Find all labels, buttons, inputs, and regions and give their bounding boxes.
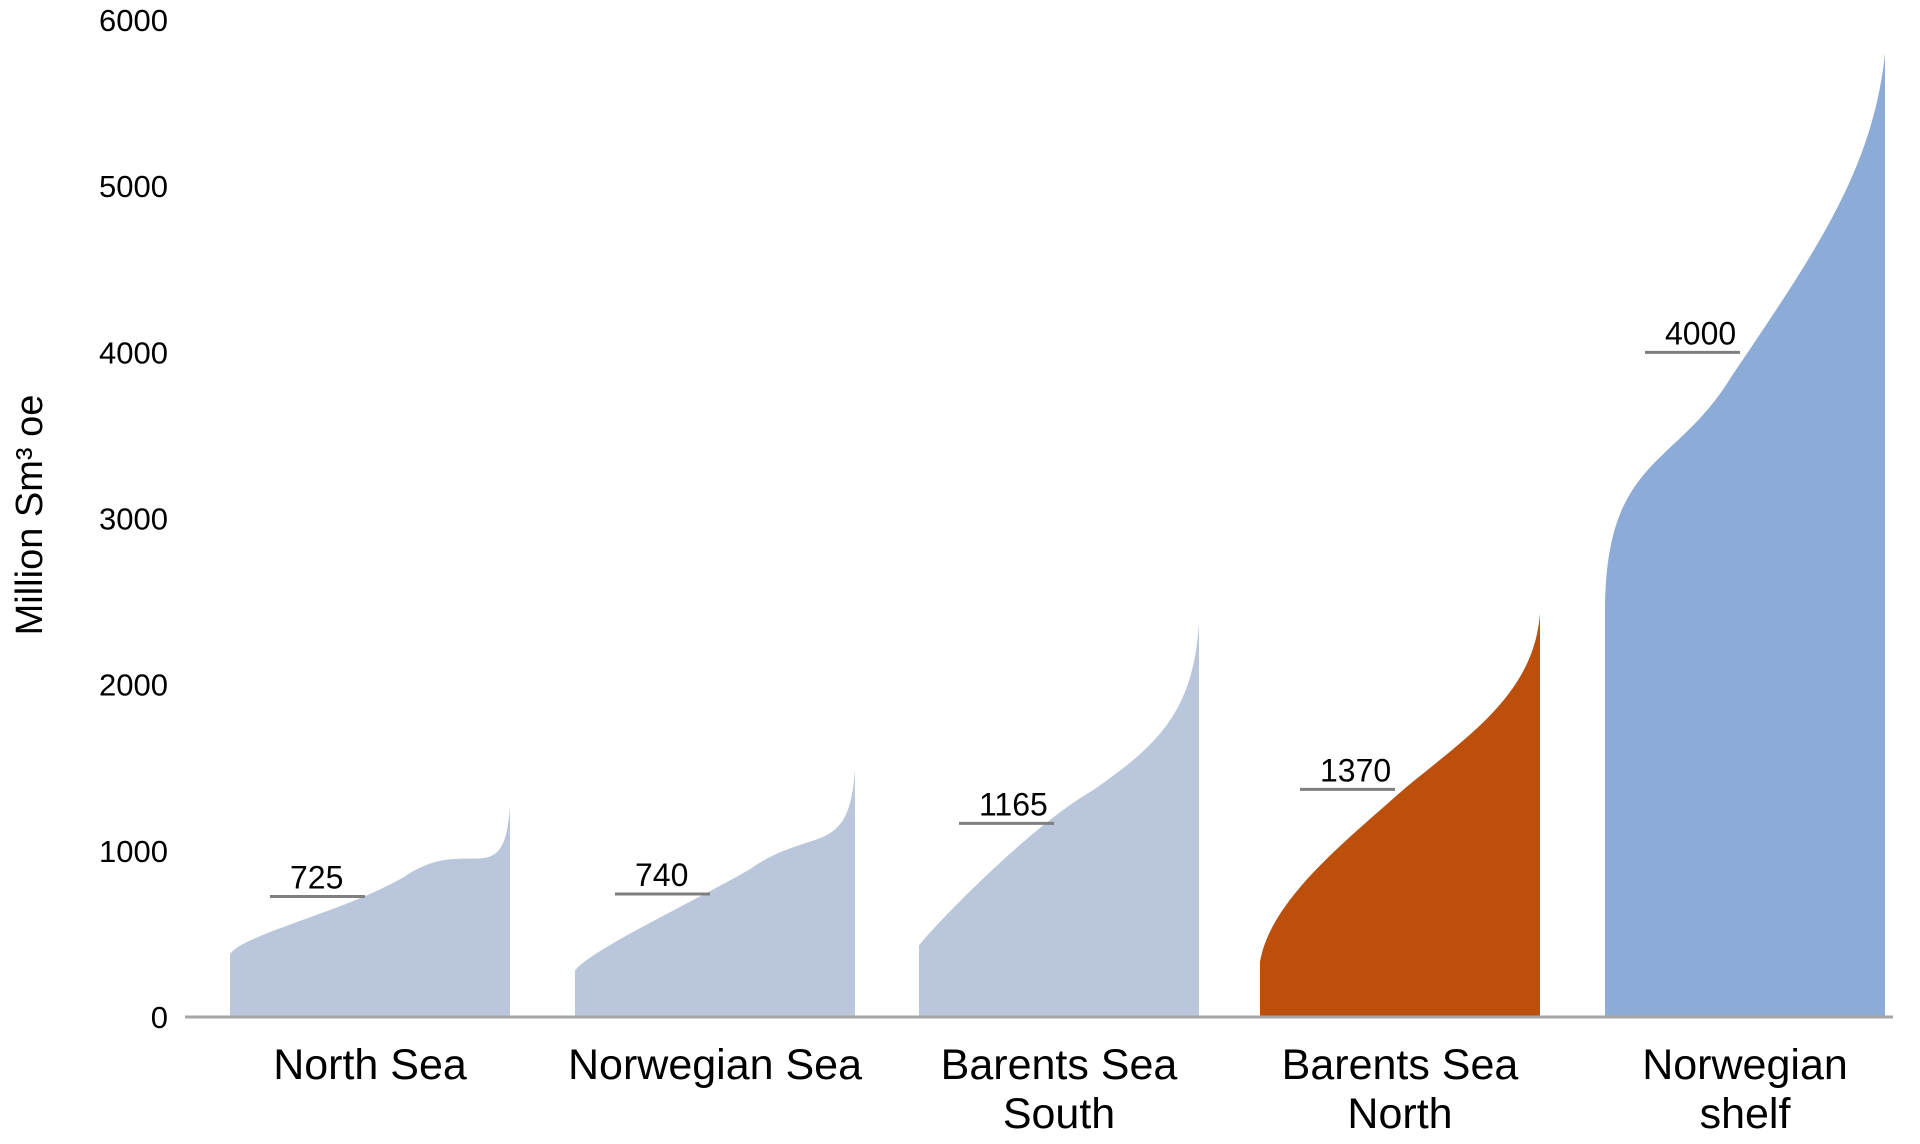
distribution-area bbox=[919, 623, 1199, 1017]
mean-value-label: 4000 bbox=[1665, 315, 1736, 351]
distribution-area bbox=[230, 805, 510, 1017]
y-axis-ticks: 0 1000 2000 3000 4000 5000 6000 bbox=[99, 3, 168, 1035]
plot-areas bbox=[230, 53, 1885, 1017]
mean-value-label: 740 bbox=[635, 857, 688, 893]
y-tick-label: 6000 bbox=[99, 3, 168, 38]
mean-value-label: 1370 bbox=[1320, 752, 1391, 788]
distribution-area bbox=[1260, 613, 1540, 1017]
mean-value-label: 1165 bbox=[979, 786, 1048, 822]
y-tick-label: 5000 bbox=[99, 169, 168, 204]
y-tick-label: 4000 bbox=[99, 335, 168, 370]
y-tick-label: 3000 bbox=[99, 502, 168, 537]
distribution-area bbox=[575, 769, 855, 1017]
y-tick-label: 0 bbox=[151, 1000, 168, 1035]
y-tick-label: 2000 bbox=[99, 668, 168, 703]
category-label: Norwegian bbox=[1642, 1041, 1848, 1089]
category-label: Barents Sea bbox=[941, 1041, 1178, 1089]
mean-markers: 725 740 1165 1370 4000 bbox=[270, 315, 1740, 899]
y-axis-label: Million Sm³ oe bbox=[9, 395, 51, 636]
category-label: North bbox=[1347, 1090, 1452, 1138]
distribution-area bbox=[1605, 53, 1885, 1017]
x-axis-labels: North Sea Norwegian Sea Barents SeaSouthBa… bbox=[273, 1041, 1848, 1138]
category-label: Norwegian Sea bbox=[568, 1041, 862, 1089]
category-label: South bbox=[1003, 1090, 1115, 1138]
mean-value-label: 725 bbox=[290, 860, 343, 896]
category-label: North Sea bbox=[273, 1041, 467, 1089]
category-label: shelf bbox=[1700, 1090, 1792, 1138]
y-tick-label: 1000 bbox=[99, 834, 168, 869]
category-label: Barents Sea bbox=[1282, 1041, 1519, 1089]
